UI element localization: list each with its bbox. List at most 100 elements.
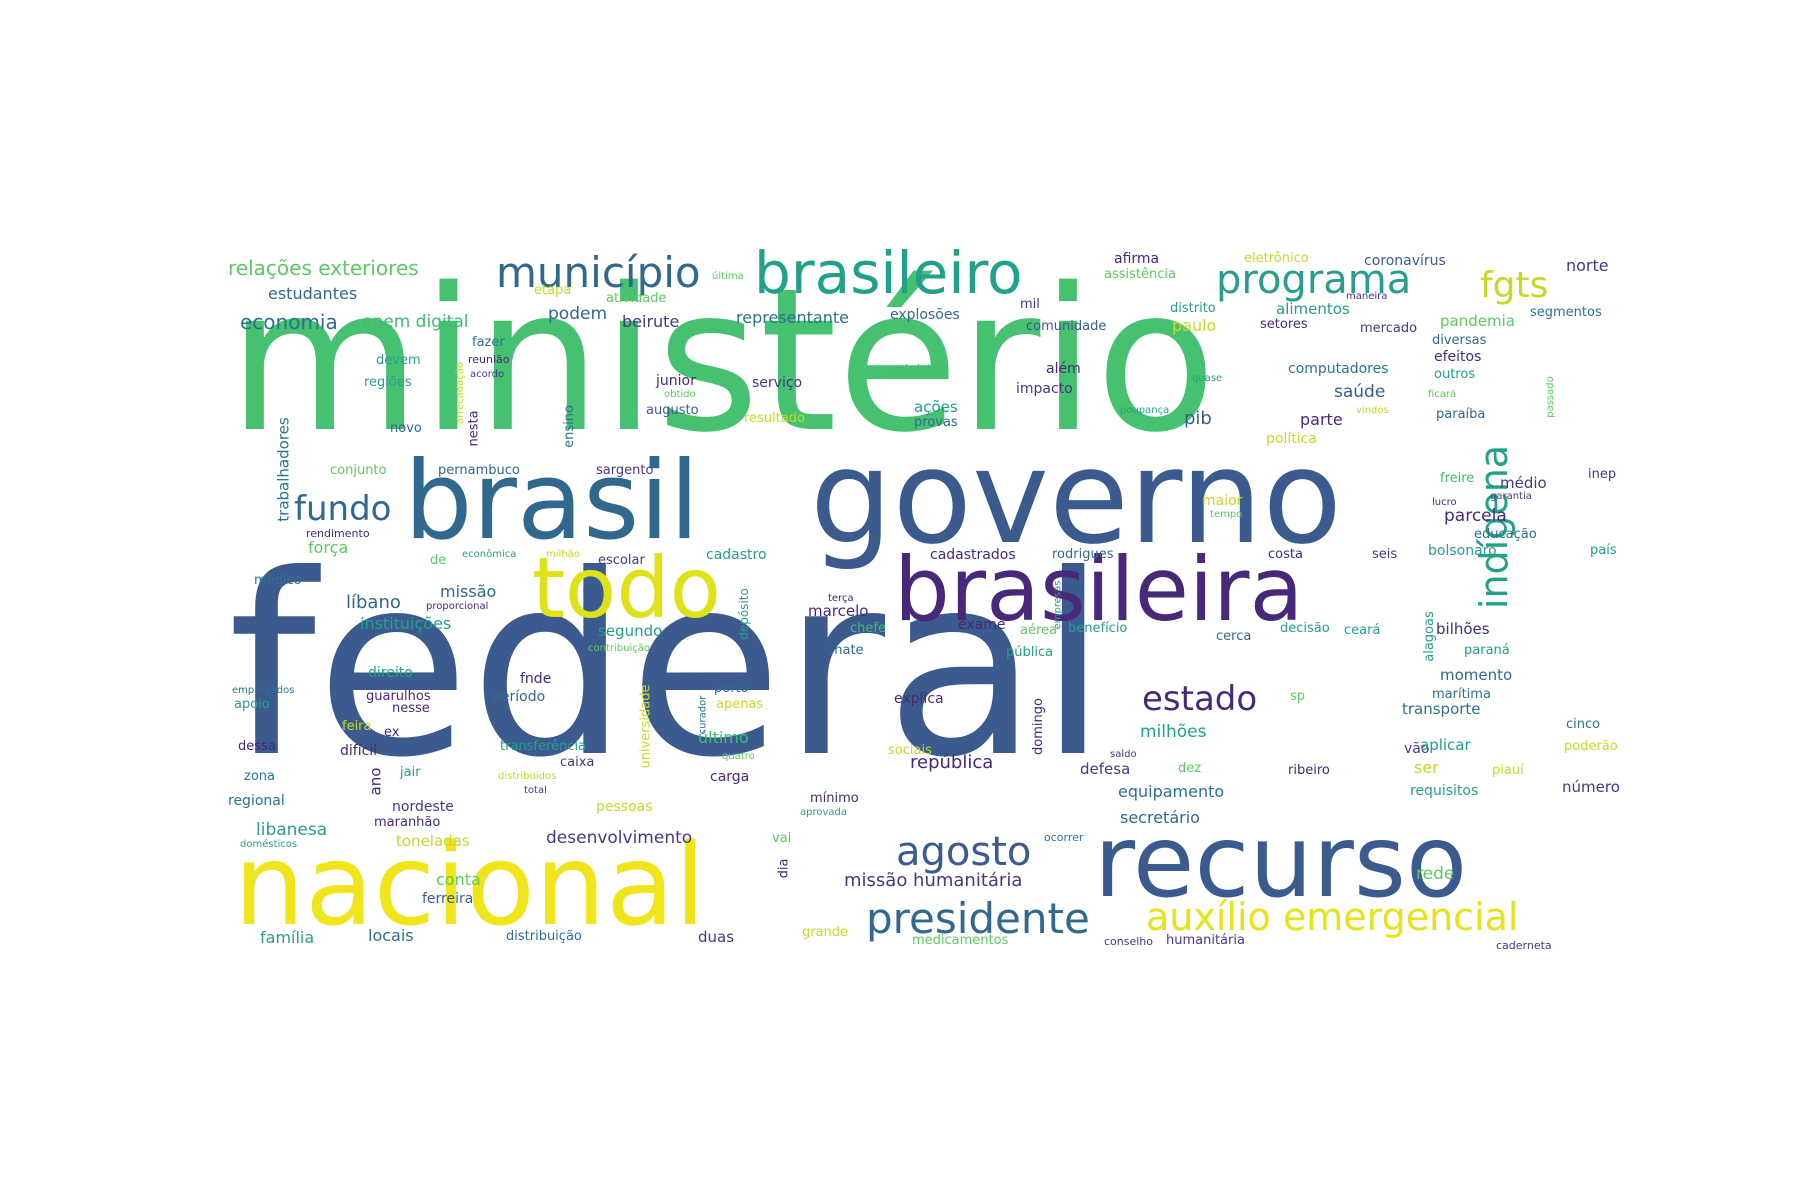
cloud-word: milhões (1140, 722, 1207, 742)
cloud-word: difícil (340, 743, 378, 759)
cloud-word: resultado (744, 411, 805, 426)
cloud-word: último (698, 728, 749, 747)
cloud-word: universidade (638, 684, 654, 769)
cloud-word: política (1266, 431, 1317, 447)
cloud-word: paraíba (1436, 407, 1486, 422)
cloud-word: rodrigues (1052, 547, 1114, 562)
cloud-word: educação (1474, 527, 1537, 542)
cloud-word: quatro (722, 751, 755, 762)
cloud-word: apoio (234, 697, 270, 712)
cloud-word: secretário (1120, 808, 1200, 827)
cloud-word: paulo (1172, 316, 1217, 335)
cloud-word: domésticos (240, 839, 298, 850)
cloud-word: beirute (622, 312, 680, 331)
cloud-word: pnate (826, 643, 864, 658)
cloud-word: período (492, 689, 546, 705)
cloud-word: ano (366, 767, 385, 796)
cloud-word: ficará (1428, 389, 1457, 400)
cloud-word: maneira (1346, 291, 1388, 302)
cloud-word: empresas (1052, 580, 1064, 630)
cloud-word: aplicar (1420, 736, 1471, 754)
cloud-word: saúde (1334, 382, 1386, 402)
cloud-word: federal (228, 521, 1108, 812)
cloud-word: médico (254, 573, 302, 588)
cloud-word: junior (656, 373, 696, 389)
cloud-word: novo (390, 421, 422, 436)
cloud-word: mil (1020, 297, 1040, 312)
cloud-word: transporte (1402, 700, 1481, 718)
cloud-word: força (308, 538, 349, 557)
cloud-word: comunidade (1026, 319, 1107, 334)
cloud-word: proporcional (426, 601, 489, 612)
cloud-word: missão (440, 582, 497, 601)
cloud-word: assistência (1104, 267, 1176, 282)
cloud-word: de (430, 553, 447, 568)
cloud-word: bilhões (1436, 620, 1490, 638)
cloud-word: número (1562, 778, 1620, 796)
cloud-word: momento (1440, 666, 1513, 684)
cloud-word: poupança (1120, 405, 1170, 416)
cloud-word: parcela (1444, 506, 1507, 526)
cloud-word: segundo (598, 622, 663, 640)
cloud-word: estado (1142, 679, 1258, 719)
cloud-word: afirma (1114, 251, 1160, 267)
cloud-word: alagoas (1421, 611, 1437, 662)
cloud-word: transferência (500, 739, 587, 754)
cloud-word: obtido (664, 389, 696, 400)
cloud-word: etapa (534, 283, 572, 298)
cloud-word: rendimento (306, 527, 370, 540)
cloud-word: serviço (752, 375, 803, 391)
cloud-word: sociais (888, 743, 932, 758)
cloud-word: terça (828, 593, 854, 604)
cloud-word: chefe (850, 621, 886, 636)
cloud-word: fnde (520, 671, 552, 687)
cloud-word: provas (914, 415, 958, 430)
cloud-word: parte (1300, 410, 1343, 429)
cloud-word: cinco (1566, 717, 1601, 732)
cloud-word: governo (810, 421, 1343, 573)
cloud-word: maranhão (374, 815, 441, 830)
cloud-word: porto (714, 681, 749, 696)
cloud-word: coronavírus (1364, 253, 1446, 269)
cloud-word: segmentos (1530, 305, 1602, 320)
cloud-word: pessoas (596, 799, 653, 815)
cloud-word: acordo (470, 369, 505, 380)
cloud-word: empregados (232, 685, 295, 696)
cloud-word: costa (1268, 547, 1303, 562)
cloud-word: vão (1404, 741, 1430, 757)
cloud-word: atividade (606, 291, 667, 306)
cloud-word: fgts (1480, 265, 1549, 306)
cloud-word: representante (736, 308, 849, 327)
cloud-word: bolsonaro (1428, 543, 1497, 559)
cloud-word: economia (240, 310, 338, 334)
cloud-word: caderneta (1496, 939, 1552, 952)
cloud-word: reunião (468, 353, 510, 366)
cloud-word: pib (1184, 408, 1212, 429)
cloud-word: cadastro (706, 547, 767, 563)
cloud-word: ceará (1344, 623, 1381, 638)
cloud-word: milhão (546, 549, 580, 560)
cloud-word: nesse (392, 701, 430, 716)
cloud-word: agosto (896, 829, 1032, 875)
cloud-word: última (712, 271, 744, 282)
cloud-word: explica (894, 691, 944, 707)
cloud-word: garantia (1490, 491, 1532, 502)
cloud-word: conta (436, 870, 481, 889)
cloud-word: zona (244, 769, 275, 784)
cloud-word: recurso (1094, 803, 1468, 920)
cloud-word: aprovada (800, 807, 848, 818)
cloud-word: brasileira (894, 538, 1304, 641)
cloud-word: auxílio emergencial (1146, 895, 1519, 939)
cloud-word: distribuição (506, 929, 582, 944)
cloud-word: arrecadação (454, 362, 466, 424)
cloud-word: impacto (1016, 381, 1073, 397)
cloud-word: desenvolvimento (546, 828, 693, 848)
cloud-word: caixa (560, 755, 595, 770)
cloud-word: marítima (1432, 687, 1491, 702)
cloud-word: conjunto (330, 463, 387, 478)
cloud-word: explosões (890, 307, 960, 323)
cloud-word: república (910, 752, 994, 773)
cloud-word: estudantes (268, 284, 358, 303)
cloud-word: devem (376, 353, 421, 368)
